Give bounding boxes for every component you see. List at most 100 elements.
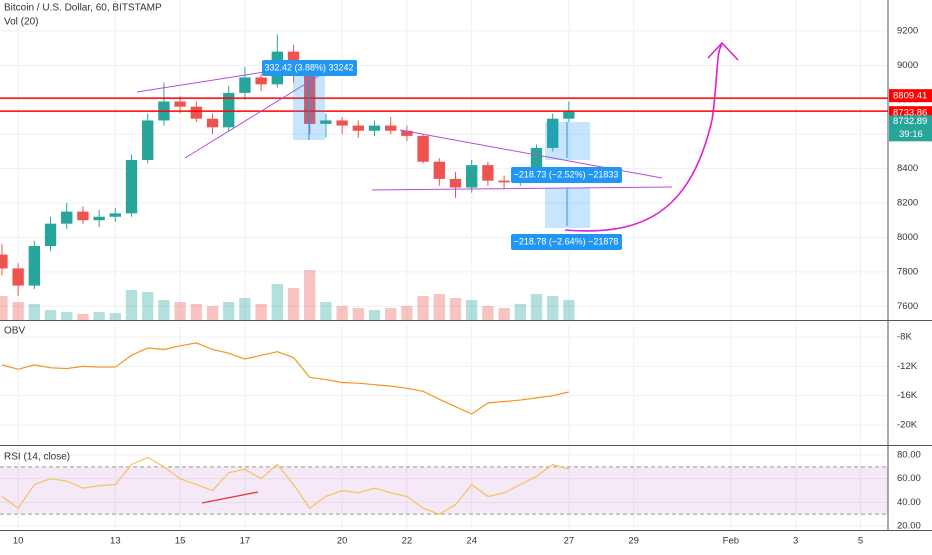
y-tick-label: 9200 [897,25,918,36]
drawings [136,41,739,250]
volume-bar [287,288,300,320]
volume-bar [271,284,283,320]
y-tick-label: -16K [897,390,918,401]
candle-body [206,118,219,128]
candle-body [190,106,202,119]
x-tick-label: 10 [13,536,24,547]
candle-body [0,254,8,269]
candle-body [239,77,251,93]
candle-body [385,125,397,131]
candle-body [449,178,462,188]
x-tick-label: 20 [337,536,348,547]
volume-bar [304,270,316,320]
candle-body [498,180,510,183]
candle-body [547,118,559,148]
candle-body [61,211,73,224]
volume-label: Vol (20) [4,17,38,28]
volume-bar [530,294,543,320]
candle-body [320,120,332,124]
volume-bar [433,294,445,320]
candle-body [466,165,478,188]
x-tick-label: 13 [110,536,121,547]
measure-label-bg [262,60,357,76]
y-tick-label: -20K [897,420,918,431]
measure-label: −218.73 (−2.52%) −21833 [514,169,619,179]
volume-bar [44,310,57,320]
price-tag-label: 8809.41 [893,91,927,102]
rsi-label: RSI (14, close) [4,452,70,463]
y-tick-label: 7800 [897,266,918,277]
y-tick-label: 8000 [897,232,918,243]
grid [0,0,888,530]
candle-body [304,73,316,124]
measure-label-bg [511,234,622,250]
volume-bar [12,302,24,320]
candle-body [142,120,154,160]
measure-label-bg [511,167,622,183]
freehand-curve [564,41,739,232]
indicator-line [1,342,570,415]
volume-bar [449,298,462,320]
volume-bar [61,312,73,320]
y-tick-label: 20.00 [897,520,921,531]
trendline [184,74,321,159]
x-tick-label: 15 [175,536,186,547]
last-price-label: 8732.89 [893,116,927,127]
x-tick-label: 3 [793,536,798,547]
candle-body [109,213,122,217]
volume-bar [368,310,381,320]
volume-bar [417,296,429,320]
volume-bar [174,302,186,320]
volume-bar [223,302,235,320]
y-tick-label: -12K [897,361,918,372]
candle-body [255,77,267,85]
x-tick-label: 22 [402,536,413,547]
volume-bar [320,302,332,320]
symbol-title: Bitcoin / U.S. Dollar, 60, BITSTAMP [4,3,162,14]
volume-bar [482,306,494,320]
volume-bar [385,308,397,320]
volume-bar [158,300,170,320]
y-tick-label: 7600 [897,301,918,312]
y-tick-label: 8400 [897,163,918,174]
volume-bar [498,308,510,320]
candle-body [336,120,348,126]
y-tick-label: 80.00 [897,450,921,461]
volume-bar [125,290,138,320]
volume-bar [0,296,8,320]
candle-body [482,165,494,181]
x-tick-label: 17 [240,536,251,547]
candle-body [174,101,186,107]
volume-bar [563,300,575,320]
rsi-band [0,466,888,515]
volume-bar [547,296,559,320]
volume-bar [93,312,105,320]
y-tick-label: 40.00 [897,497,921,508]
price-tag [889,89,932,103]
volume-bar [28,304,41,320]
candle-body [401,130,413,136]
volume-bar [466,300,478,320]
volume-bar [514,304,526,320]
volume-bar [352,308,364,320]
volume-bar [255,304,267,320]
candle-body [352,125,364,131]
volume-bar [401,306,413,320]
candle-body [223,92,235,128]
trendline [371,186,673,191]
candle-body [417,135,429,162]
x-tick-label: 27 [564,536,575,547]
volume-bar [109,313,122,320]
price-tag-label: 8733.86 [893,108,927,119]
candle-body [433,161,445,179]
measure-label: −218.78 (−2.64%) −21878 [514,236,619,246]
x-tick-label: 29 [628,536,639,547]
y-tick-label: 8200 [897,198,918,209]
x-tick-label: Feb [723,536,739,547]
volume-bar [142,292,154,320]
y-tick-label: 60.00 [897,473,921,484]
candle-body [368,125,381,131]
x-tick-label: 5 [858,536,863,547]
